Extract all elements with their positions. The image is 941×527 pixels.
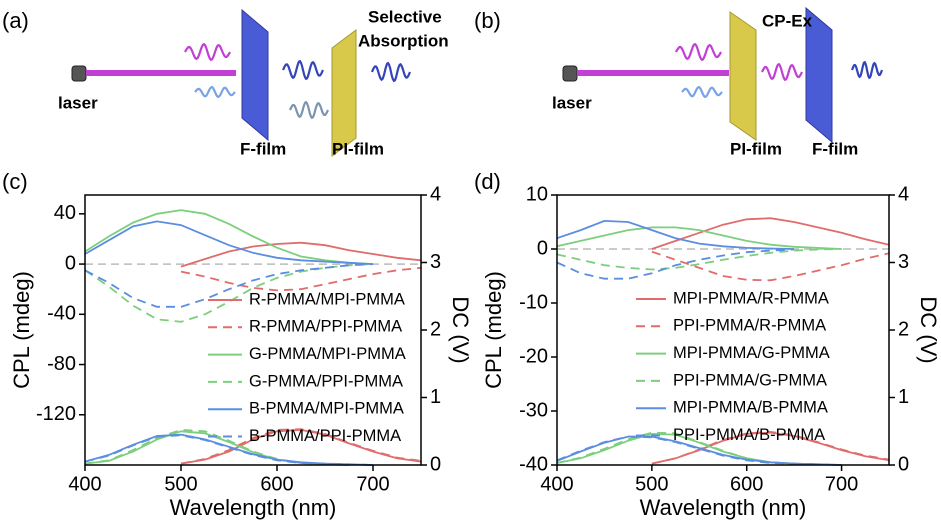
series-line	[556, 248, 842, 271]
y2-tick-label: 1	[898, 386, 909, 408]
series-line	[556, 435, 842, 466]
x-tick-label: 700	[825, 473, 858, 495]
film	[805, 6, 833, 144]
laser-body	[71, 65, 87, 82]
wave	[681, 85, 723, 99]
laser-body	[562, 65, 578, 82]
y2-tick-label: 4	[898, 183, 909, 205]
label: Absorption	[358, 31, 449, 50]
label: PI-film	[730, 139, 782, 158]
label: CP-Ex	[762, 11, 813, 30]
legend-label: B-PMMA/MPI-PMMA	[249, 400, 404, 418]
y-tick-label: -120	[36, 403, 76, 425]
legend-label: PPI-PMMA/R-PMMA	[673, 317, 826, 335]
series-line	[180, 266, 422, 292]
panel-label: (b)	[474, 8, 501, 33]
series-line	[84, 263, 374, 308]
series-line	[84, 220, 374, 265]
film	[729, 11, 757, 141]
legend-label: MPI-PMMA/G-PMMA	[673, 344, 830, 362]
schematic-b: (b) laser PI-film F-film CP-Ex	[474, 6, 858, 158]
legend-label: PPI-PMMA/B-PMMA	[673, 426, 825, 444]
label: laser	[58, 93, 98, 112]
y-tick-label: 0	[65, 252, 76, 274]
wave	[370, 61, 412, 83]
wave	[184, 42, 231, 62]
legend-label: R-PMMA/PPI-PMMA	[249, 318, 402, 336]
y2-tick-label: 2	[430, 318, 441, 340]
x-tick-label: 600	[260, 473, 293, 495]
legend-label: G-PMMA/PPI-PMMA	[249, 372, 403, 390]
y-tick-label: -40	[47, 303, 76, 325]
y-tick-label: -20	[519, 345, 548, 367]
legend-label: MPI-PMMA/R-PMMA	[673, 289, 829, 307]
panel-label: (c)	[2, 169, 28, 194]
film	[241, 8, 269, 142]
legend-label: MPI-PMMA/B-PMMA	[673, 399, 828, 417]
film	[331, 29, 357, 157]
wave	[281, 59, 325, 81]
label: F-film	[240, 139, 286, 158]
x-tick-label: 500	[164, 473, 197, 495]
legend-label: B-PMMA/PPI-PMMA	[249, 427, 401, 445]
laser-beam	[577, 70, 729, 76]
y-tick-label: -10	[519, 291, 548, 313]
y2-tick-label: 0	[898, 453, 909, 475]
legend-label: R-PMMA/MPI-PMMA	[249, 290, 405, 308]
y-tick-label: -80	[47, 353, 76, 375]
y-tick-label: 0	[537, 237, 548, 259]
x-tick-label: 600	[730, 473, 763, 495]
y2-tick-label: 4	[430, 183, 441, 205]
y2-tick-label: 3	[430, 251, 441, 273]
schematic-a: (a) laser F-film PI-film Selective Absor…	[2, 7, 449, 158]
x-axis-label: Wavelength (nm)	[170, 495, 337, 520]
legend-label: PPI-PMMA/G-PMMA	[673, 371, 827, 389]
series-line	[651, 217, 890, 250]
series-line	[651, 250, 890, 282]
series-line	[556, 219, 795, 250]
x-axis-label: Wavelength (nm)	[640, 495, 807, 520]
panel-label: (d)	[474, 169, 501, 194]
laser-beam	[86, 70, 236, 76]
y-tick-label: -40	[519, 453, 548, 475]
y-tick-label: -30	[519, 399, 548, 421]
wave	[675, 42, 722, 62]
y2-tick-label: 3	[898, 251, 909, 273]
x-tick-label: 400	[540, 473, 573, 495]
y2-axis-label: DC (V)	[448, 296, 473, 363]
label: Selective	[368, 7, 442, 26]
y-axis-label: CPL (mdeg)	[9, 271, 34, 389]
label: laser	[552, 93, 592, 112]
y2-tick-label: 1	[430, 386, 441, 408]
wave	[194, 85, 236, 99]
legend-label: G-PMMA/MPI-PMMA	[249, 345, 406, 363]
series-line	[556, 248, 795, 280]
y2-axis-label: DC (V)	[916, 296, 941, 363]
label: F-film	[812, 139, 858, 158]
wave	[761, 62, 803, 82]
series-line	[84, 434, 374, 466]
x-tick-label: 700	[356, 473, 389, 495]
series-line	[180, 428, 422, 465]
y-axis-label: CPL (mdeg)	[481, 271, 506, 389]
x-tick-label: 500	[635, 473, 668, 495]
y-tick-label: 40	[54, 202, 76, 224]
series-line	[84, 209, 374, 265]
series-line	[556, 226, 842, 250]
y2-tick-label: 0	[430, 453, 441, 475]
wave	[850, 60, 884, 80]
series-line	[651, 430, 890, 465]
y2-tick-label: 2	[898, 318, 909, 340]
wave	[288, 100, 330, 120]
panel-label: (a)	[2, 8, 29, 33]
label: PI-film	[332, 139, 384, 158]
y-tick-label: 10	[526, 183, 548, 205]
series-line	[180, 241, 422, 268]
x-tick-label: 400	[68, 473, 101, 495]
